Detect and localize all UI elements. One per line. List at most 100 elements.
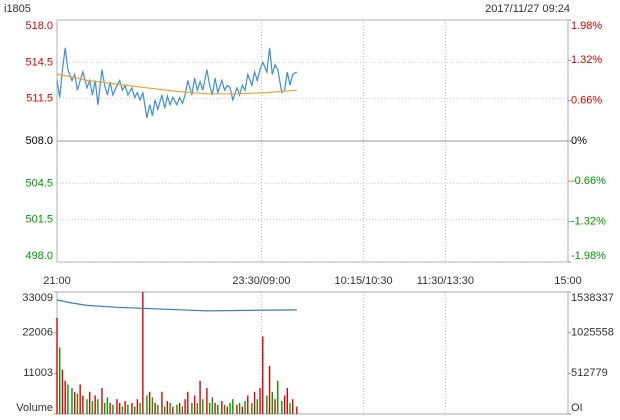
volume-bar — [74, 391, 76, 414]
volume-bar — [67, 384, 69, 414]
volume-bar — [116, 399, 118, 414]
volume-bar — [181, 406, 184, 414]
volume-bar — [202, 399, 204, 414]
volume-bar — [106, 397, 109, 414]
volume-bar — [292, 399, 294, 414]
volume-bar — [146, 395, 148, 414]
volume-bar — [131, 402, 133, 414]
volume-bar — [229, 402, 231, 414]
volume-bar — [172, 406, 174, 414]
volume-bar — [226, 406, 229, 414]
volume-bar — [211, 397, 214, 414]
volume-bar — [142, 292, 144, 414]
y2-tick-label: 1538337 — [571, 292, 614, 304]
volume-bar — [154, 402, 156, 414]
volume-bar — [89, 391, 91, 414]
volume-bar — [148, 391, 151, 414]
volume-bar — [271, 391, 274, 414]
volume-bar — [286, 388, 288, 414]
volume-bar — [256, 399, 259, 414]
volume-bar — [214, 402, 216, 414]
line — [56, 73, 297, 95]
y-tick-label: 498.0 — [25, 250, 53, 262]
volume-bar — [121, 406, 124, 414]
volume-bar — [262, 336, 264, 414]
volume-bar — [76, 393, 79, 414]
y-tick-label: 33009 — [22, 292, 53, 304]
volume-bar — [259, 388, 261, 414]
volume-bar — [109, 402, 111, 414]
volume-bar — [71, 388, 73, 414]
chart-title: i1805 — [4, 3, 31, 15]
y2-tick-label: -1.32% — [571, 216, 606, 228]
volume-bar — [238, 402, 241, 414]
panel-border — [56, 291, 569, 415]
volume-bar — [253, 391, 256, 414]
volume-bar — [223, 404, 226, 414]
volume-bar — [289, 402, 291, 414]
volume-bar — [94, 395, 96, 414]
x-tick-label: 15:00 — [554, 275, 582, 287]
volume-bar — [56, 317, 58, 414]
y2-tick-label: 512779 — [571, 367, 608, 379]
volume-bar — [193, 395, 196, 414]
volume-bar — [112, 404, 114, 414]
volume-bar — [82, 395, 84, 414]
volume-bar — [266, 395, 268, 414]
volume-bar — [86, 399, 88, 414]
x-tick-label: 23:30/09:00 — [232, 275, 290, 287]
y2-tick-label: 1.32% — [571, 54, 602, 66]
volume-bar — [206, 388, 208, 414]
line — [56, 299, 297, 312]
y2-tick-label: -0.66% — [571, 175, 606, 187]
y2-tick-label: -1.98% — [571, 250, 606, 262]
volume-bar — [247, 395, 249, 414]
y2-tick-label: OI — [571, 402, 583, 414]
y-tick-label: 508.0 — [25, 135, 53, 147]
volume-bar — [103, 402, 106, 414]
volume-bar — [199, 380, 201, 414]
volume-bar — [241, 406, 244, 414]
volume-bar — [232, 399, 234, 414]
volume-bar — [127, 404, 129, 414]
datetime: 2017/11/27 09:24 — [485, 3, 570, 15]
volume-bar — [79, 384, 81, 414]
volume-bar — [208, 402, 211, 414]
volume-bar — [61, 369, 64, 414]
volume-bar — [178, 402, 181, 414]
volume-bar — [136, 399, 139, 414]
y2-tick-label: 0% — [571, 135, 587, 147]
volume-bar — [97, 399, 99, 414]
volume-bar — [296, 406, 298, 414]
volume-bar — [101, 388, 103, 414]
volume-bar — [161, 391, 163, 414]
volume-bar — [151, 397, 154, 414]
y-tick-label: 11003 — [23, 367, 53, 379]
volume-bar — [118, 402, 121, 414]
volume-bar — [221, 401, 223, 414]
y-tick-label: 22006 — [22, 327, 53, 339]
y2-tick-label: 1.98% — [571, 20, 602, 32]
volume-bar — [64, 380, 66, 414]
volume-bar — [176, 404, 178, 414]
volume-bar — [236, 404, 238, 414]
y-tick-label: 504.5 — [25, 177, 53, 189]
volume-bar — [277, 380, 279, 414]
y-tick-label: 511.5 — [26, 93, 53, 105]
y-tick-label: 501.5 — [25, 214, 53, 226]
volume-bar — [251, 402, 253, 414]
line — [56, 47, 298, 119]
y2-tick-label: 0.66% — [571, 95, 602, 107]
volume-bar — [133, 406, 136, 414]
volume-bar — [184, 399, 186, 414]
volume-bar — [163, 406, 166, 414]
volume-bar — [191, 402, 193, 414]
y-tick-label: 514.5 — [25, 56, 53, 68]
volume-bar — [217, 404, 219, 414]
volume-bar — [169, 402, 171, 414]
volume-bar — [139, 402, 141, 414]
volume-bar — [166, 401, 169, 414]
volume-bar — [91, 401, 94, 414]
volume-bar — [268, 365, 271, 414]
